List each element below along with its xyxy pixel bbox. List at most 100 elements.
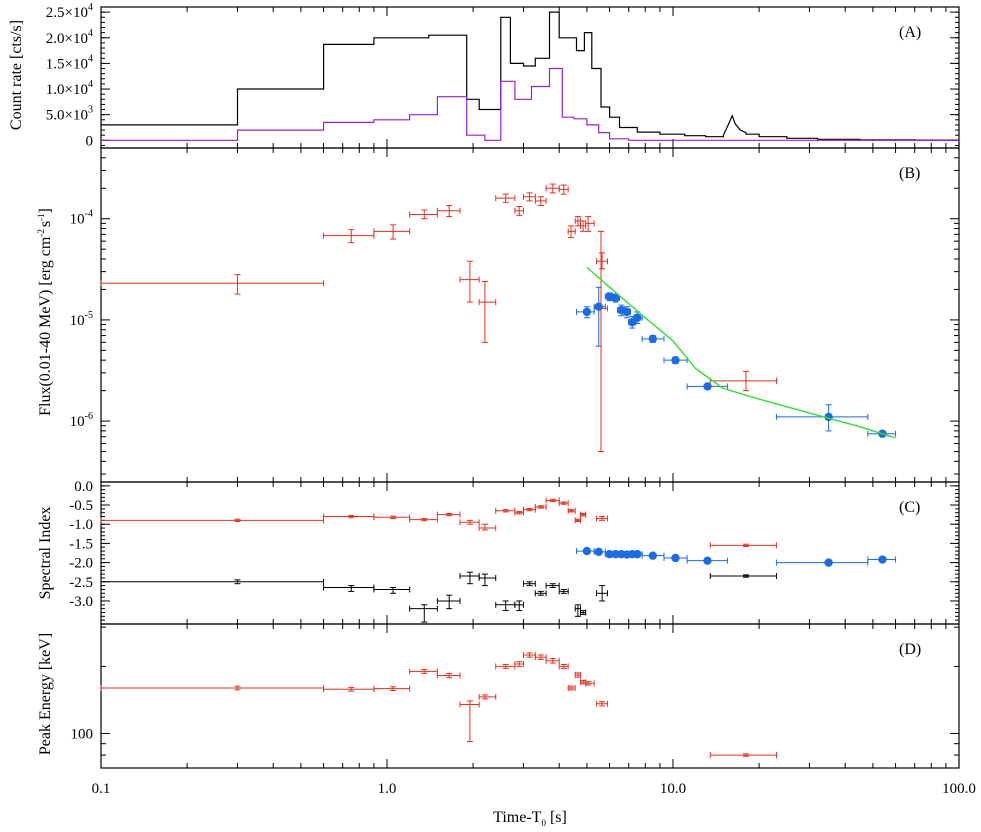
panel-d-series-0-point: [567, 685, 576, 692]
panel-c-series-0-point: [709, 542, 777, 549]
panel-a-ytick-exponent: 4: [88, 53, 93, 64]
panel-c-series-1-point: [595, 585, 608, 602]
panel-c-series-0-point: [436, 511, 461, 518]
panel-c-series-0-point: [514, 509, 524, 516]
panel-d-series-0-point: [436, 672, 461, 679]
panel-b-ytick-label: 10-4: [70, 209, 93, 228]
panel-b-series-1-point: [593, 286, 606, 347]
panel-c-series-0-point: [574, 517, 582, 524]
panel-b-series-0-point: [478, 280, 497, 343]
panel-b-ytick-exponent: -6: [85, 411, 93, 422]
panel-d-series-0-point: [409, 668, 438, 675]
panel-b-ytick-label: 10-6: [70, 411, 93, 430]
panel-b-ytick-label: 10-5: [70, 310, 93, 329]
panel-c-marker: [878, 555, 887, 564]
x-tick-label: 100.0: [942, 781, 976, 797]
panel-b-series-0-point: [522, 192, 536, 202]
panel-c-series-2-point: [576, 546, 595, 556]
panel-c-marker: [582, 546, 592, 556]
panel-c-series-0-point: [478, 523, 497, 532]
panel-c-series-0-point: [580, 511, 587, 518]
panel-c-series-0-point: [558, 500, 569, 507]
panel-c-marker: [633, 549, 642, 559]
panel-c-series-1-point: [522, 580, 536, 587]
panel-c-marker: [703, 556, 712, 565]
panel-c-series-0-point: [459, 519, 480, 526]
panel-c-series-1-point: [478, 573, 497, 587]
panel-b: 10-410-510-6(B): [70, 147, 960, 483]
panel-a-series-1-line: [101, 67, 959, 141]
panel-b-marker: [582, 307, 592, 317]
panel-a-ytick-label: 1.0×104: [46, 79, 93, 98]
panel-a-ytick-mantissa: 1.0×10: [46, 82, 88, 98]
panel-b-series-0-point: [495, 193, 516, 203]
panel-c-ytick-label: -0.5: [69, 498, 93, 514]
panel-c-ytick-label: -2.0: [69, 556, 93, 572]
panel-b-marker: [703, 382, 712, 391]
panel-a-ytick-exponent: 4: [88, 28, 93, 39]
panel-b-series-0-point: [409, 209, 438, 220]
panel-a-ytick-mantissa: 2.0×10: [46, 31, 88, 47]
panel-a-ytick-label: 2.0×104: [46, 28, 93, 47]
panel-b-annotation: (B): [899, 165, 920, 182]
panel-b-marker: [671, 355, 680, 365]
panel-c-series-2-point: [641, 551, 665, 560]
panel-b-ytick-exponent: -4: [85, 209, 93, 220]
panel-c-marker: [594, 547, 603, 557]
panel-b-ytick-base: 10: [70, 414, 85, 430]
panel-b-series-0-point: [514, 206, 524, 216]
panel-c-ytick-label: 0.0: [74, 479, 93, 495]
panel-b-ytick-base: 10: [70, 313, 85, 329]
panel-c-series-1-point: [534, 590, 547, 597]
panel-b-ytick-base: 10: [70, 212, 85, 228]
panel-c-series-2-point: [775, 558, 869, 567]
panel-c-series-0-point: [567, 507, 576, 514]
panel-a-ytick-label: 0: [86, 133, 94, 149]
panel-c-marker: [671, 553, 680, 563]
panel-c-series-2-point: [867, 555, 897, 564]
panel-b-series-1-point: [641, 334, 665, 344]
panel-b-marker: [648, 334, 658, 344]
panel-c-series-2-point: [686, 556, 728, 565]
panel-a-ytick-exponent: 4: [88, 79, 93, 90]
panel-c-ytick-label: -2.5: [69, 575, 93, 591]
panel-d-series-0-point: [585, 680, 595, 687]
panel-b-series-0-point: [534, 196, 547, 207]
panel-c-ytick-label: -1.0: [69, 517, 93, 533]
panel-c-ytick-label: -3.0: [69, 594, 93, 610]
panel-b-series-0-point: [459, 260, 480, 303]
panel-b-marker: [622, 307, 632, 317]
panel-a-ytick-mantissa: 1.5×10: [46, 56, 88, 72]
panel-d-series-0-point: [574, 672, 582, 679]
panel-c-series-0-point: [595, 515, 608, 522]
panel-b-ylabel-main: Flux(0.01-40 MeV) [erg cm: [37, 236, 54, 416]
panel-d-series-0-point: [478, 693, 497, 700]
panel-b-marker: [594, 302, 603, 311]
panel-d-series-0-point: [459, 700, 480, 743]
panel-a-series-0-line: [101, 11, 959, 141]
panel-b-series-0-point: [100, 274, 325, 295]
panel-d-annotation: (D): [899, 641, 921, 658]
panel-a-ytick-label: 5.0×103: [46, 105, 93, 124]
panel-c-series-1-point: [580, 609, 587, 616]
panel-a-ytick-label: 1.5×104: [46, 53, 93, 72]
panel-d: 100 (D): [71, 623, 960, 769]
panel-a-ytick-exponent: 3: [88, 105, 93, 116]
x-tick-label: 0.1: [92, 781, 111, 797]
panel-d-series-0-point: [522, 652, 536, 659]
panel-b-series-1-point: [576, 306, 595, 319]
panel-d-series-0-point: [595, 700, 608, 707]
panel-c-series-1-point: [545, 582, 560, 589]
panel-b-series-1-point: [622, 306, 632, 319]
x-axis-label: Time-T0 [s]: [493, 809, 567, 828]
panel-c-series-2-point: [663, 553, 688, 563]
panel-b-series-0-point: [595, 252, 608, 270]
panel-c-marker: [824, 558, 833, 567]
panel-b-ylabel-sup2: -1: [36, 213, 46, 221]
panel-d-series-0-point: [558, 663, 569, 670]
panel-b-series-0-point: [558, 184, 569, 195]
panel-d-series-0-point: [514, 661, 524, 668]
panel-b-series-0-point: [373, 224, 411, 240]
